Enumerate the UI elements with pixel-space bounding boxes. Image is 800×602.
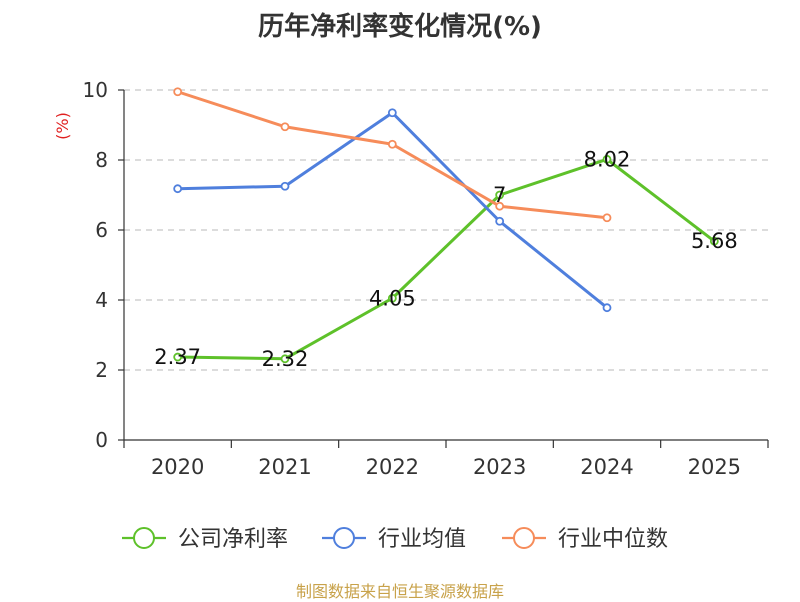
data-point (280, 122, 290, 132)
legend-label: 行业均值 (378, 527, 466, 552)
data-point (280, 354, 290, 364)
y-tick-label: 2 (95, 358, 108, 382)
data-label: 2.32 (262, 347, 309, 371)
legend-label: 行业中位数 (558, 527, 668, 552)
data-label: 4.05 (369, 286, 416, 310)
data-point (387, 108, 397, 118)
data-point (173, 87, 183, 97)
y-tick-label: 4 (95, 288, 108, 312)
data-point (387, 293, 397, 303)
data-label: 5.68 (691, 229, 738, 253)
data-point (280, 181, 290, 191)
data-label: 2.37 (154, 345, 201, 369)
x-tick-label: 2024 (580, 455, 633, 479)
legend-swatch-marker (513, 527, 535, 549)
data-point (387, 139, 397, 149)
x-tick-label: 2022 (366, 455, 419, 479)
data-point (602, 154, 612, 164)
y-tick-label: 8 (95, 148, 108, 172)
data-point (495, 216, 505, 226)
legend-swatch-marker (333, 527, 355, 549)
source-note: 制图数据来自恒生聚源数据库 (295, 582, 504, 601)
y-tick-label: 6 (95, 218, 108, 242)
x-tick-label: 2025 (688, 455, 741, 479)
x-tick-label: 2021 (258, 455, 311, 479)
data-point (602, 213, 612, 223)
data-point (495, 201, 505, 211)
data-label: 8.02 (584, 147, 631, 171)
series-line-0 (177, 157, 716, 361)
data-label: 7 (493, 183, 506, 207)
legend-label: 公司净利率 (178, 527, 288, 552)
x-tick-label: 2020 (151, 455, 204, 479)
x-tick-label: 2023 (473, 455, 526, 479)
data-point (495, 190, 505, 200)
data-point (709, 236, 719, 246)
data-point (173, 352, 183, 362)
data-point (173, 184, 183, 194)
y-tick-label: 0 (95, 428, 108, 452)
y-tick-label: 10 (83, 78, 108, 102)
y-axis-label: (%) (53, 112, 72, 140)
data-point (602, 303, 612, 313)
legend-swatch-marker (133, 527, 155, 549)
chart-title: 历年净利率变化情况(%) (258, 12, 542, 42)
